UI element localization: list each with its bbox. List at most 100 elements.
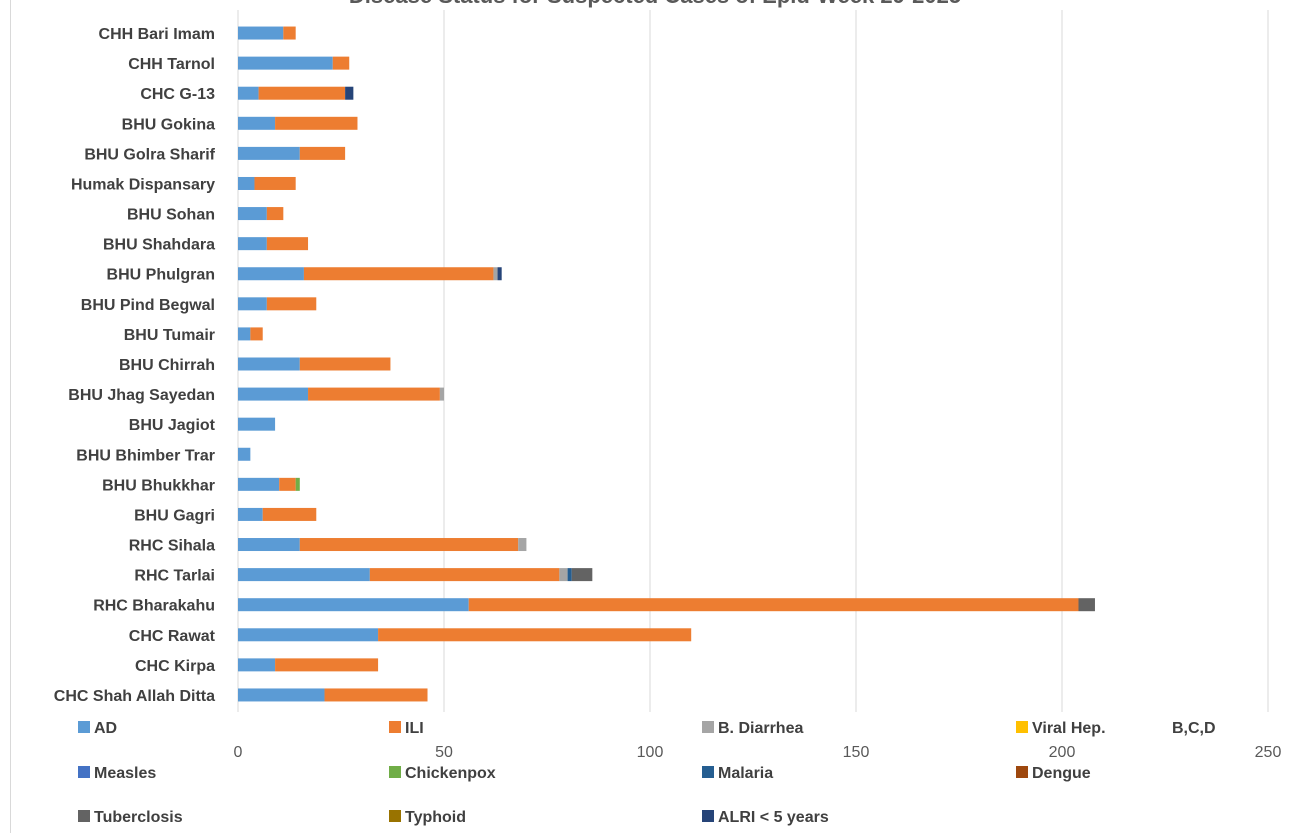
legend-swatch [389,810,401,822]
category-label: CHC Shah Allah Ditta [54,688,215,705]
bar-segment [332,56,350,70]
bar-segment [238,387,309,401]
bar-segment [238,628,379,642]
category-label: BHU Bhimber Trar [76,447,215,464]
bar-segment [266,207,284,221]
legend-item: Dengue [1016,765,1091,782]
bar-segment [1078,598,1095,612]
bar-segment [238,598,469,612]
bar-segment [493,267,498,281]
bar-segment [238,237,267,251]
legend-label: ALRI < 5 years [718,809,829,826]
category-label: BHU Pind Begwal [81,297,215,314]
bar-segment [439,387,444,401]
category-label: BHU Tumair [124,327,215,344]
legend-swatch [389,766,401,778]
bar-segment [345,86,354,100]
category-label: BHU Golra Sharif [84,146,215,163]
category-label: CHC G-13 [140,86,215,103]
legend-item: Chickenpox [389,765,496,782]
x-tick-label: 250 [1255,744,1282,761]
category-label: BHU Chirrah [119,357,215,374]
legend-item: Typhoid [389,809,466,826]
legend-item: Measles [78,765,156,782]
category-label: BHU Jhag Sayedan [68,387,215,404]
bar-segment [324,688,428,702]
legend-item: ALRI < 5 years [702,809,829,826]
bar-segment [238,176,255,190]
category-label: BHU Bhukkhar [102,477,215,494]
legend-label-suffix: B,C,D [1172,720,1216,737]
bar-segment [299,538,519,552]
chart-frame [10,0,1293,833]
legend-label: ILI [405,720,424,737]
legend-swatch [78,810,90,822]
legend-swatch [702,810,714,822]
category-label: BHU Phulgran [107,267,215,284]
category-label: CHH Tarnol [128,56,215,73]
bar-segment [238,297,267,311]
bar-segment [266,297,317,311]
bar-segment [238,568,370,582]
legend-swatch [1016,766,1028,778]
category-label: Humak Dispansary [71,176,215,193]
bar-segment [303,267,494,281]
x-tick-label: 50 [435,744,453,761]
bar-segment [295,477,300,491]
bar-segment [275,116,358,130]
legend-label: Typhoid [405,809,466,826]
category-label: RHC Bharakahu [93,598,215,615]
chart-title: Disease Status for Suspected Cases of Ep… [349,0,961,8]
legend-item: Viral Hep. B,C,D [1016,720,1216,737]
category-label: BHU Shahdara [103,237,215,254]
bar-segment [238,658,276,672]
bar-segment [238,207,267,221]
bars [238,26,1095,702]
bar-segment [238,538,300,552]
bar-segment [238,688,325,702]
bar-segment [238,507,263,521]
legend-label: B. Diarrhea [718,720,803,737]
legend-item: AD [78,720,117,737]
category-label: RHC Tarlai [134,568,215,585]
legend-label: Chickenpox [405,765,496,782]
category-label: BHU Jagiot [129,417,216,434]
legend-label: Malaria [718,765,773,782]
x-tick-label: 150 [843,744,870,761]
bar-segment [497,267,502,281]
legend-swatch [702,766,714,778]
legend-label: Viral Hep. [1032,720,1106,737]
category-label: CHH Bari Imam [99,26,215,43]
bar-segment [254,176,296,190]
category-label: BHU Gagri [134,507,215,524]
legend-item: Malaria [702,765,773,782]
bar-segment [299,146,346,160]
legend-item: Tuberclosis [78,809,183,826]
category-label: BHU Sohan [127,207,215,224]
bar-segment [468,598,1079,612]
bar-segment [262,507,317,521]
bar-segment [238,327,251,341]
grid-lines [237,10,1269,712]
legend-swatch [78,766,90,778]
legend-item: B. Diarrhea [702,720,803,737]
x-tick-label: 200 [1049,744,1076,761]
category-labels: CHH Bari Imam CHH Tarnol CHC G-13 BHU Gokin… [54,26,216,705]
bar-segment [238,447,251,461]
legend: AD ILI B. Diarrhea Viral Hep. B,C,D Measles Ch… [78,720,1216,826]
bar-segment [279,477,296,491]
legend-label: Dengue [1032,765,1091,782]
category-label: CHC Rawat [129,628,216,645]
bar-segment [567,568,572,582]
bar-segment [238,116,276,130]
bar-segment [571,568,593,582]
bar-segment [518,538,527,552]
category-label: RHC Sihala [129,538,215,555]
legend-label: AD [94,720,117,737]
bar-segment [275,658,379,672]
category-label: CHC Kirpa [135,658,215,675]
bar-segment [238,357,300,371]
bar-segment [238,56,333,70]
legend-swatch [702,721,714,733]
